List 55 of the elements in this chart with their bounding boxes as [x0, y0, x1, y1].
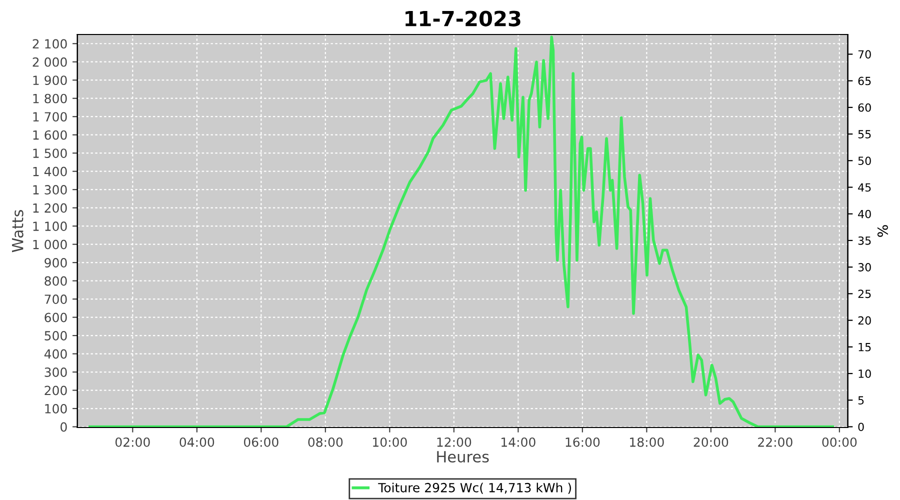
y2-tick-label: 35	[858, 236, 871, 245]
y-tick-label: 900	[44, 258, 67, 268]
y2-tick-label: 70	[858, 50, 871, 59]
y-tick-label: 2 000	[32, 57, 67, 67]
y-tick-label: 1 400	[33, 166, 67, 176]
x-tick-label: 18:00	[630, 437, 664, 447]
y2-tick-label: 10	[858, 370, 871, 378]
x-tick-label: 20:00	[694, 437, 728, 447]
y-tick-label: 1 300	[33, 185, 67, 195]
y-tick-label: 1 900	[33, 76, 67, 86]
x-tick-label: 04:00	[180, 437, 214, 447]
y2-tick-label: 0	[858, 422, 864, 432]
y-tick-label: 1 800	[33, 94, 67, 104]
y-tick-label: 1 700	[33, 112, 67, 122]
x-tick-label: 00:00	[822, 437, 857, 447]
y2-axis-title: %	[877, 225, 888, 237]
y2-tick-label: 30	[858, 263, 871, 272]
y-tick-label: 800	[44, 276, 67, 286]
legend-label: Toiture 2925 Wc( 14,713 kWh )	[378, 482, 571, 494]
y2-tick-label: 50	[858, 156, 871, 166]
y-tick-label: 400	[44, 349, 67, 359]
x-axis-title: Heures	[437, 451, 489, 463]
y-tick-label: 0	[60, 422, 67, 432]
y2-tick-label: 40	[858, 210, 871, 218]
y-tick-label: 1 600	[33, 130, 67, 140]
y2-tick-label: 45	[858, 183, 871, 192]
y2-tick-label: 20	[858, 316, 871, 325]
x-tick-label: 08:00	[308, 437, 343, 447]
y-tick-label: 1 500	[33, 148, 67, 158]
y-tick-label: 700	[44, 294, 67, 304]
x-tick-label: 14:00	[502, 437, 536, 447]
y2-tick-label: 25	[858, 290, 871, 298]
y-tick-label: 300	[44, 368, 67, 377]
x-tick-label: 16:00	[566, 437, 600, 447]
y-tick-label: 1 200	[33, 203, 67, 213]
line-series	[88, 36, 834, 428]
x-tick-label: 06:00	[244, 437, 278, 447]
y-tick-label: 1 000	[33, 240, 67, 250]
x-tick-label: 22:00	[758, 437, 792, 447]
y2-tick-label: 55	[858, 130, 871, 138]
y-axis-title: Watts	[12, 210, 24, 252]
y-tick-label: 2 100	[32, 39, 67, 49]
y2-tick-label: 65	[858, 76, 871, 86]
y-tick-label: 500	[44, 331, 67, 340]
x-tick-label: 02:00	[115, 437, 150, 447]
y-tick-label: 200	[44, 386, 67, 396]
y2-tick-label: 5	[858, 396, 864, 405]
y-tick-label: 600	[44, 312, 67, 322]
y2-tick-label: 60	[858, 103, 871, 112]
y-tick-label: 100	[45, 404, 67, 414]
x-tick-label: 12:00	[437, 437, 472, 447]
chart-title: 11-7-2023	[406, 10, 520, 26]
y2-tick-label: 15	[858, 343, 871, 352]
y-tick-label: 1 100	[33, 222, 67, 231]
x-tick-label: 10:00	[373, 437, 407, 447]
